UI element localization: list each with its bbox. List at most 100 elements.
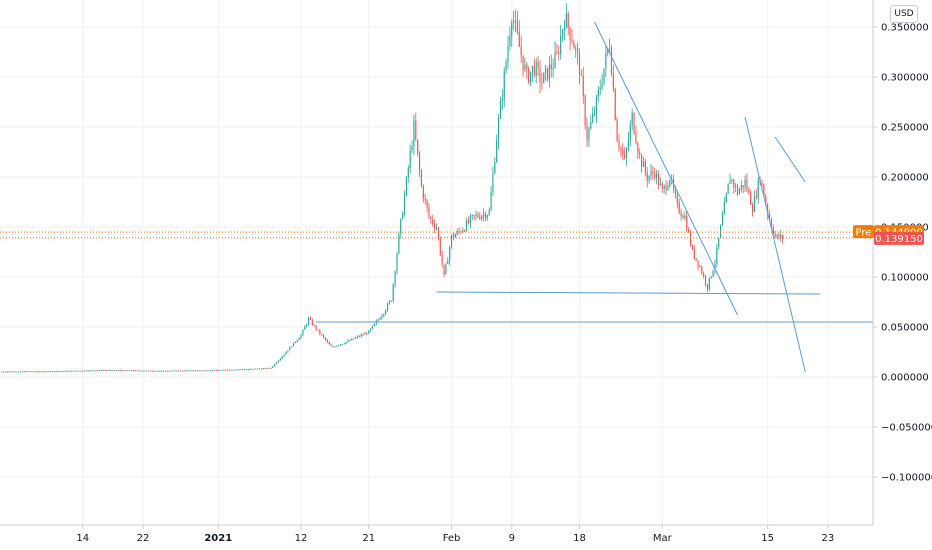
candle-body [511, 22, 513, 36]
candle-body [509, 35, 511, 46]
candle-body [524, 64, 526, 71]
candle-body [212, 370, 214, 372]
candle-body [639, 152, 641, 155]
candle-body [496, 140, 498, 163]
candle-body [29, 371, 31, 373]
candle-body [618, 141, 620, 148]
candle-body [146, 370, 148, 372]
candle-body [503, 71, 505, 99]
candle-body [170, 370, 172, 372]
candle-body [650, 171, 652, 176]
candle-body [774, 234, 776, 237]
trend-drawings[interactable] [316, 21, 873, 373]
trend-line-drawing[interactable] [594, 21, 738, 316]
candle-body [682, 215, 684, 219]
candle-body [215, 369, 217, 371]
candle-body [27, 371, 29, 373]
currency-button[interactable]: USD [890, 5, 918, 23]
pre-tag-text: Pre [856, 228, 872, 239]
candle-body [323, 335, 325, 338]
candle-body [567, 13, 569, 28]
candle-body [387, 303, 389, 311]
candle-body [648, 175, 650, 181]
horizontal-line-drawing[interactable] [436, 291, 821, 295]
candle-body [53, 371, 56, 373]
candle-body [518, 32, 520, 47]
trend-line-drawing[interactable] [744, 116, 806, 373]
candle-body [10, 371, 12, 373]
candle-body [8, 371, 10, 373]
candle-body [140, 370, 142, 372]
candle-body [721, 214, 724, 226]
candle-body [131, 370, 133, 372]
candle-body [93, 370, 95, 372]
candle-body [317, 329, 319, 331]
candle-body [388, 301, 391, 304]
candle-body [706, 284, 708, 290]
candle-body [419, 153, 421, 172]
candle-body [437, 227, 439, 239]
candle-body [279, 358, 281, 361]
candle-body [501, 98, 503, 101]
candle-body [50, 371, 52, 373]
candle-body [245, 369, 248, 371]
x-tick-label: 14 [76, 533, 89, 544]
candle-body [394, 271, 396, 285]
candle-body [298, 338, 300, 341]
candle-body [165, 370, 167, 372]
candle-body [65, 370, 67, 372]
candle-body [609, 48, 611, 50]
time-axis[interactable]: 14 22 2021 12 21 Feb 9 18 Mar 15 23 [76, 525, 834, 544]
candle-body [221, 369, 223, 371]
candle-body [689, 232, 692, 246]
candle-body [667, 186, 669, 191]
candle-body [253, 368, 255, 370]
candle-body [481, 215, 483, 219]
candle-body [441, 254, 443, 265]
candle-body [736, 185, 739, 195]
candle-body [238, 369, 240, 371]
candle-body [195, 370, 197, 372]
candle-body [37, 371, 39, 373]
candle-body [356, 336, 359, 338]
candle-body [22, 371, 24, 373]
candle-body [262, 368, 264, 370]
candle-body [370, 328, 372, 331]
trend-line-drawing[interactable] [774, 136, 806, 183]
candle-body [134, 370, 137, 372]
candle-body [277, 360, 280, 363]
candle-body [755, 195, 757, 198]
candle-body [14, 371, 16, 373]
candle-body [168, 370, 170, 372]
candle-body [614, 89, 616, 120]
candle-body [371, 325, 374, 329]
candle-body [196, 370, 199, 372]
candle-body [368, 330, 370, 334]
candle-body [84, 370, 86, 372]
candle-body [484, 213, 486, 219]
candlesticks [1, 3, 784, 373]
candle-body [411, 146, 413, 151]
candle-body [166, 370, 169, 372]
candle-body [142, 370, 144, 372]
candle-body [552, 67, 554, 70]
candle-body [571, 40, 573, 43]
candle-body [339, 344, 342, 346]
candle-body [379, 318, 381, 320]
candle-body [161, 370, 163, 372]
candle-body [447, 260, 449, 264]
candle-body [148, 370, 150, 372]
candle-body [712, 270, 714, 277]
candle-body [629, 125, 631, 140]
candle-body [450, 234, 453, 248]
candle-body [402, 213, 404, 219]
candle-body [575, 48, 577, 50]
candle-body [121, 370, 123, 372]
candle-body [353, 338, 355, 340]
candle-body [635, 133, 637, 144]
candle-body [3, 371, 5, 373]
candle-body [676, 194, 678, 203]
x-tick-label: 2021 [204, 533, 232, 544]
candle-body [392, 284, 394, 301]
